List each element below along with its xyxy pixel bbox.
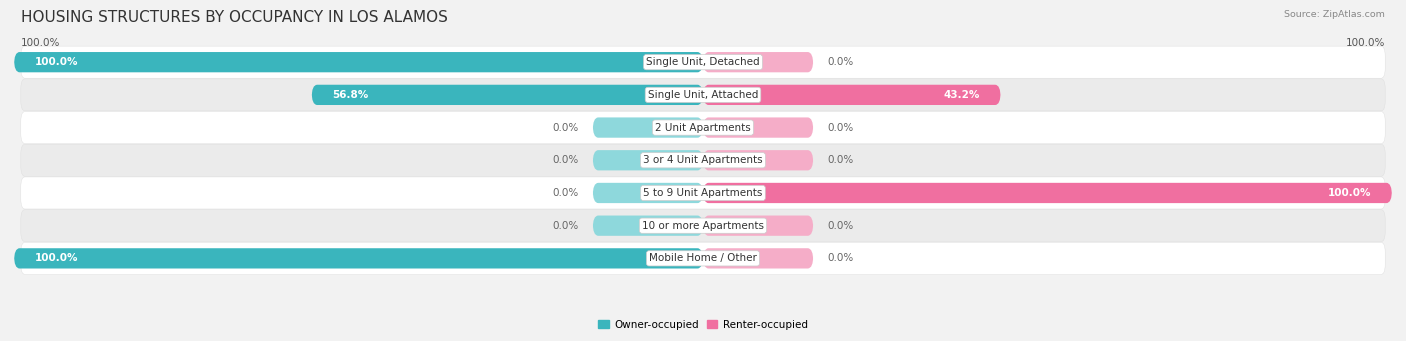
Text: 0.0%: 0.0% <box>827 221 853 231</box>
FancyBboxPatch shape <box>21 46 1385 78</box>
Text: 2 Unit Apartments: 2 Unit Apartments <box>655 122 751 133</box>
Text: 0.0%: 0.0% <box>827 155 853 165</box>
Text: 3 or 4 Unit Apartments: 3 or 4 Unit Apartments <box>643 155 763 165</box>
FancyBboxPatch shape <box>703 117 813 138</box>
Text: Single Unit, Attached: Single Unit, Attached <box>648 90 758 100</box>
Text: 0.0%: 0.0% <box>827 253 853 263</box>
Text: Mobile Home / Other: Mobile Home / Other <box>650 253 756 263</box>
FancyBboxPatch shape <box>21 112 1385 144</box>
FancyBboxPatch shape <box>21 177 1385 209</box>
FancyBboxPatch shape <box>21 79 1385 111</box>
FancyBboxPatch shape <box>593 150 703 170</box>
FancyBboxPatch shape <box>21 242 1385 275</box>
Text: 0.0%: 0.0% <box>827 57 853 67</box>
FancyBboxPatch shape <box>312 85 703 105</box>
Text: 10 or more Apartments: 10 or more Apartments <box>643 221 763 231</box>
Text: 56.8%: 56.8% <box>332 90 368 100</box>
Text: 0.0%: 0.0% <box>827 122 853 133</box>
Text: 5 to 9 Unit Apartments: 5 to 9 Unit Apartments <box>644 188 762 198</box>
Text: HOUSING STRUCTURES BY OCCUPANCY IN LOS ALAMOS: HOUSING STRUCTURES BY OCCUPANCY IN LOS A… <box>21 10 449 25</box>
Text: 0.0%: 0.0% <box>553 122 579 133</box>
Text: 100.0%: 100.0% <box>35 253 79 263</box>
Text: 43.2%: 43.2% <box>943 90 980 100</box>
FancyBboxPatch shape <box>703 150 813 170</box>
FancyBboxPatch shape <box>703 248 813 268</box>
FancyBboxPatch shape <box>593 183 703 203</box>
FancyBboxPatch shape <box>21 210 1385 242</box>
Text: Source: ZipAtlas.com: Source: ZipAtlas.com <box>1284 10 1385 19</box>
FancyBboxPatch shape <box>593 216 703 236</box>
Text: 100.0%: 100.0% <box>21 38 60 48</box>
Text: 100.0%: 100.0% <box>1327 188 1371 198</box>
Legend: Owner-occupied, Renter-occupied: Owner-occupied, Renter-occupied <box>595 316 811 334</box>
FancyBboxPatch shape <box>703 85 1001 105</box>
Text: Single Unit, Detached: Single Unit, Detached <box>647 57 759 67</box>
Text: 100.0%: 100.0% <box>35 57 79 67</box>
FancyBboxPatch shape <box>14 52 703 72</box>
FancyBboxPatch shape <box>703 216 813 236</box>
FancyBboxPatch shape <box>14 248 703 268</box>
Text: 0.0%: 0.0% <box>553 188 579 198</box>
FancyBboxPatch shape <box>703 52 813 72</box>
FancyBboxPatch shape <box>703 183 1392 203</box>
FancyBboxPatch shape <box>593 117 703 138</box>
Text: 0.0%: 0.0% <box>553 221 579 231</box>
Text: 0.0%: 0.0% <box>553 155 579 165</box>
FancyBboxPatch shape <box>21 144 1385 176</box>
Text: 100.0%: 100.0% <box>1346 38 1385 48</box>
